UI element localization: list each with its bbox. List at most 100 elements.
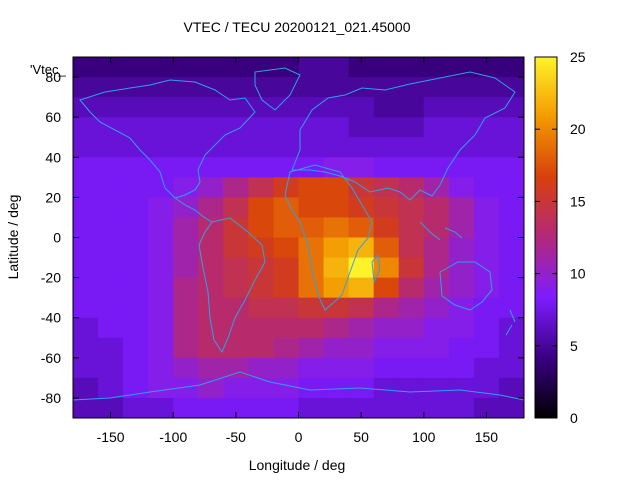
heatmap-cell: [273, 297, 300, 319]
heatmap-cell: [273, 197, 300, 219]
heatmap-cell: [273, 137, 300, 158]
heatmap-cell: [73, 317, 99, 339]
heatmap-cell: [248, 137, 275, 158]
heatmap-cell: [148, 277, 174, 299]
heatmap-cell: [398, 297, 425, 319]
heatmap-cell: [373, 177, 400, 198]
colorbar-ticks: 0 5 10 15 20 25: [535, 49, 586, 426]
heatmap-cell: [348, 277, 375, 299]
colorbar-tick-label: 5: [570, 338, 578, 354]
heatmap-cell: [248, 297, 275, 319]
heatmap-cell: [298, 77, 325, 98]
heatmap-cell: [473, 377, 500, 399]
heatmap-cell: [373, 117, 400, 138]
heatmap-cell: [248, 357, 275, 379]
heatmap-cell: [123, 57, 149, 78]
heatmap-cell: [298, 117, 325, 138]
heatmap-cell: [98, 97, 124, 118]
heatmap-cell: [273, 217, 300, 239]
heatmap-cell: [323, 77, 350, 98]
heatmap-cell: [398, 137, 425, 158]
heatmap-cell: [123, 97, 149, 118]
coastline-central-america: [174, 197, 213, 223]
heatmap-cell: [148, 117, 174, 138]
heatmap-cell: [498, 277, 524, 299]
heatmap-cell: [223, 77, 249, 98]
heatmap-cell: [473, 117, 500, 138]
heatmap-cell: [423, 177, 450, 198]
coastline-new-zealand: [505, 309, 516, 336]
heatmap-cell: [198, 257, 224, 279]
heatmap-cell: [98, 277, 124, 299]
heatmap-cell: [98, 297, 124, 319]
heatmap-cell: [323, 337, 350, 359]
heatmap-cell: [298, 157, 325, 178]
heatmap-cell: [98, 257, 124, 279]
heatmap-cell: [398, 257, 425, 279]
heatmap-cell: [323, 237, 350, 259]
heatmap-cell: [273, 397, 300, 418]
heatmap-cell: [198, 337, 224, 359]
heatmap-cell: [373, 197, 400, 219]
heatmap-cell: [448, 97, 475, 118]
heatmap-cell: [148, 177, 174, 198]
heatmap-cell: [198, 97, 224, 118]
heatmap-cell: [448, 197, 475, 219]
heatmap-cell: [323, 277, 350, 299]
heatmap-cell: [373, 77, 400, 98]
heatmap-cell: [348, 257, 375, 279]
heatmap-cell: [373, 217, 400, 239]
heatmap-cell: [348, 397, 375, 418]
heatmap-cell: [298, 97, 325, 118]
heatmap-cell: [373, 297, 400, 319]
heatmap-cell: [423, 277, 450, 299]
heatmap-cell: [398, 97, 425, 118]
heatmap-cell: [148, 217, 174, 239]
heatmap-cell: [198, 277, 224, 299]
heatmap-cell: [423, 97, 450, 118]
x-tick-label: 50: [353, 429, 369, 445]
heatmap-cell: [348, 297, 375, 319]
heatmap-cell: [498, 337, 524, 359]
coastline-greenland: [254, 67, 301, 111]
y-axis: -80 -60 -40 -20 0 20 40 60 80: [41, 69, 524, 406]
heatmap-cell: [248, 237, 275, 259]
heatmap-cell: [273, 77, 300, 98]
heatmap-cell: [398, 117, 425, 138]
heatmap-cell: [498, 137, 524, 158]
heatmap-cell: [273, 317, 300, 339]
heatmap-cell: [473, 397, 500, 418]
heatmap-cell: [398, 277, 425, 299]
heatmap-cell: [123, 337, 149, 359]
heatmap-cell: [473, 257, 500, 279]
heatmap-cell: [98, 237, 124, 259]
heatmap-cell: [273, 237, 300, 259]
heatmap-cell: [323, 317, 350, 339]
heatmap-cell: [173, 57, 199, 78]
x-tick-label: -100: [159, 429, 187, 445]
heatmap-cell: [348, 117, 375, 138]
heatmap-cell: [123, 257, 149, 279]
heatmap-cell: [448, 357, 475, 379]
heatmap-cell: [498, 317, 524, 339]
heatmap-cell: [223, 277, 249, 299]
heatmap-cell: [73, 197, 99, 219]
x-tick-label: -50: [226, 429, 246, 445]
heatmap-cell: [348, 217, 375, 239]
heatmap-cell: [448, 177, 475, 198]
heatmap-cell: [323, 177, 350, 198]
heatmap-cell: [448, 157, 475, 178]
heatmap-cell: [473, 177, 500, 198]
heatmap-cell: [148, 397, 174, 418]
heatmap-cell: [198, 357, 224, 379]
heatmap-cell: [148, 97, 174, 118]
heatmap-cell: [398, 177, 425, 198]
heatmap-cell: [248, 397, 275, 418]
heatmap-cell: [298, 377, 325, 399]
heatmap-cell: [73, 377, 99, 399]
heatmap-cell: [323, 357, 350, 379]
heatmap-cell: [448, 397, 475, 418]
heatmap-cell: [373, 277, 400, 299]
heatmap-cell: [348, 157, 375, 178]
heatmap-cell: [73, 77, 99, 98]
